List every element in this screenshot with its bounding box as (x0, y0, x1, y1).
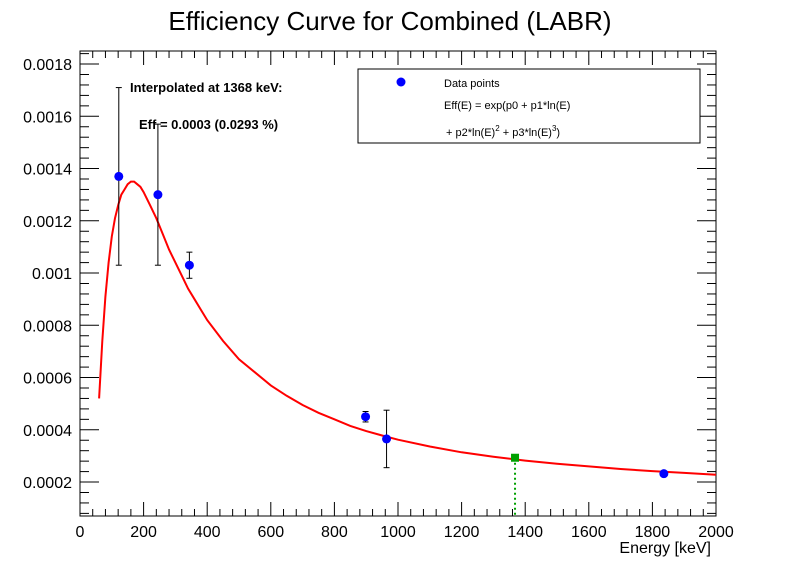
legend: Data points Eff(E) = exp(p0 + p1*ln(E) +… (357, 68, 701, 144)
fit-curve-layer (98, 180, 717, 476)
y-tick-label: 0.0018 (23, 57, 72, 74)
x-tick-label: 2000 (698, 524, 734, 541)
data-point (114, 171, 124, 181)
x-tick-label: 1400 (507, 524, 543, 541)
x-tick-label: 600 (257, 524, 284, 541)
chart-title: Efficiency Curve for Combined (LABR) (168, 6, 611, 36)
interpolation-marker (511, 453, 520, 462)
x-tick-label: 0 (76, 524, 85, 541)
interpolation-marker-layer (511, 453, 520, 516)
annotation-efficiency-value: Eff = 0.0003 (0.0293 %) (139, 117, 278, 132)
y-axis: 0.0002 0.0004 0.0006 0.0008 0.001 0.0012 0.001… (23, 53, 716, 514)
x-tick-label: 400 (194, 524, 221, 541)
x-tick-label: 800 (321, 524, 348, 541)
data-point (153, 190, 163, 200)
y-tick-label: 0.0014 (23, 162, 72, 179)
y-tick-label: 0.0008 (23, 318, 72, 335)
y-tick-label: 0.0012 (23, 214, 72, 231)
legend-formula-part3: ) (556, 127, 560, 139)
legend-formula-part2: + p3*ln(E) (500, 127, 552, 139)
data-points-layer (114, 87, 669, 479)
legend-data-points-marker (396, 77, 406, 87)
y-tick-label: 0.0004 (23, 423, 72, 440)
x-tick-label: 1200 (444, 524, 480, 541)
fit-curve (98, 180, 717, 476)
data-point (361, 412, 371, 422)
y-tick-label: 0.0006 (23, 371, 72, 388)
legend-data-points-label: Data points (444, 78, 500, 90)
y-tick-label: 0.001 (32, 266, 72, 283)
x-tick-label: 1800 (635, 524, 671, 541)
x-tick-label: 1600 (571, 524, 607, 541)
y-tick-label: 0.0002 (23, 475, 72, 492)
x-axis: 0 200 400 600 800 1000 1200 1400 1600 1800 2000 (76, 51, 734, 541)
x-axis-title: Energy [keV] (619, 540, 711, 557)
annotation-interpolated-at: Interpolated at 1368 keV: (130, 80, 282, 95)
legend-formula-line2: + p2*ln(E)2 + p3*ln(E)3) (446, 124, 560, 139)
x-tick-label: 200 (130, 524, 157, 541)
data-point (659, 469, 669, 479)
legend-formula-line1: Eff(E) = exp(p0 + p1*ln(E) (444, 100, 570, 112)
data-point (184, 260, 194, 270)
y-tick-label: 0.0016 (23, 109, 72, 126)
legend-formula-exp2: 2 (495, 124, 500, 133)
legend-box (357, 68, 701, 144)
x-tick-label: 1000 (380, 524, 416, 541)
legend-formula-part1: + p2*ln(E) (446, 127, 495, 139)
legend-formula-exp3: 3 (552, 124, 557, 133)
data-point (382, 434, 392, 444)
